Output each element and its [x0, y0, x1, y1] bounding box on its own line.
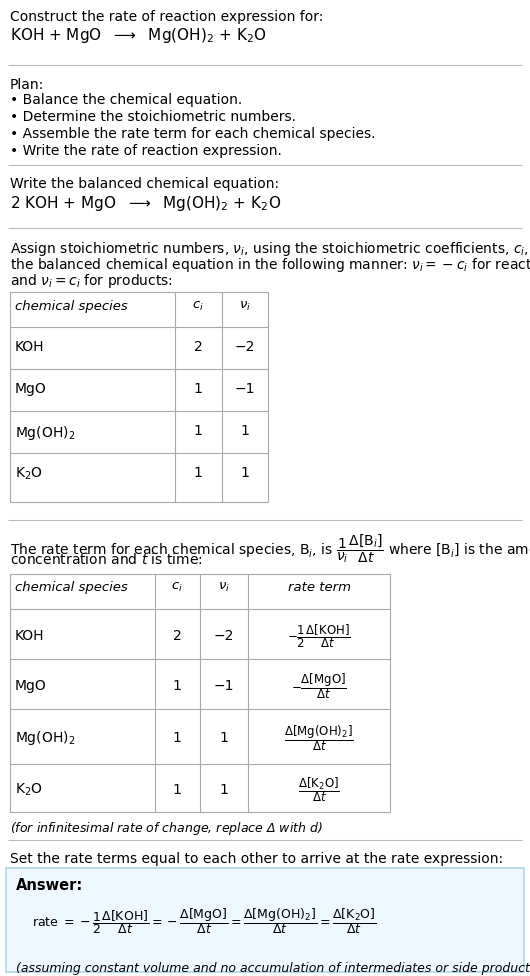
Text: $c_i$: $c_i$ — [171, 581, 183, 594]
Text: (for infinitesimal rate of change, replace Δ with $d$): (for infinitesimal rate of change, repla… — [10, 820, 323, 837]
Text: MgO: MgO — [15, 679, 47, 693]
Text: $-\dfrac{1}{2}\dfrac{\Delta[\mathrm{KOH}]}{\Delta t}$: $-\dfrac{1}{2}\dfrac{\Delta[\mathrm{KOH}… — [287, 622, 351, 650]
Text: 1: 1 — [193, 424, 202, 438]
Text: $\nu_i$: $\nu_i$ — [239, 300, 251, 313]
Text: 1: 1 — [241, 424, 250, 438]
Text: $-\dfrac{\Delta[\mathrm{MgO}]}{\Delta t}$: $-\dfrac{\Delta[\mathrm{MgO}]}{\Delta t}… — [291, 671, 347, 701]
Bar — [6, 868, 524, 972]
Text: K$_2$O: K$_2$O — [15, 782, 43, 798]
Text: KOH: KOH — [15, 629, 45, 643]
Text: 1: 1 — [219, 731, 228, 745]
Text: 1: 1 — [193, 466, 202, 480]
Text: K$_2$O: K$_2$O — [15, 466, 43, 482]
Text: The rate term for each chemical species, B$_i$, is $\dfrac{1}{\nu_i}\dfrac{\Delt: The rate term for each chemical species,… — [10, 532, 530, 565]
Text: −1: −1 — [214, 679, 234, 693]
Text: MgO: MgO — [15, 382, 47, 396]
Text: $c_i$: $c_i$ — [192, 300, 204, 313]
Text: the balanced chemical equation in the following manner: $\nu_i = -c_i$ for react: the balanced chemical equation in the fo… — [10, 256, 530, 274]
Text: (assuming constant volume and no accumulation of intermediates or side products): (assuming constant volume and no accumul… — [16, 962, 530, 975]
Text: −1: −1 — [235, 382, 255, 396]
Text: • Assemble the rate term for each chemical species.: • Assemble the rate term for each chemic… — [10, 127, 375, 141]
Text: 1: 1 — [173, 731, 181, 745]
Text: Assign stoichiometric numbers, $\nu_i$, using the stoichiometric coefficients, $: Assign stoichiometric numbers, $\nu_i$, … — [10, 240, 530, 258]
Text: concentration and $t$ is time:: concentration and $t$ is time: — [10, 552, 202, 567]
Text: Plan:: Plan: — [10, 78, 44, 92]
Bar — [10, 574, 390, 812]
Text: Answer:: Answer: — [16, 878, 83, 893]
Text: 2: 2 — [173, 629, 181, 643]
Text: rate term: rate term — [287, 581, 350, 594]
Text: Mg(OH)$_2$: Mg(OH)$_2$ — [15, 729, 75, 747]
Text: −2: −2 — [235, 340, 255, 354]
Text: 1: 1 — [173, 679, 181, 693]
Text: $\nu_i$: $\nu_i$ — [218, 581, 230, 594]
Text: 1: 1 — [219, 783, 228, 797]
Text: chemical species: chemical species — [15, 581, 128, 594]
Text: 2 KOH + MgO  $\longrightarrow$  Mg(OH)$_2$ + K$_2$O: 2 KOH + MgO $\longrightarrow$ Mg(OH)$_2$… — [10, 194, 281, 213]
Text: KOH: KOH — [15, 340, 45, 354]
Text: 1: 1 — [173, 783, 181, 797]
Text: and $\nu_i = c_i$ for products:: and $\nu_i = c_i$ for products: — [10, 272, 173, 290]
Text: $\dfrac{\Delta[\mathrm{Mg(OH)_2}]}{\Delta t}$: $\dfrac{\Delta[\mathrm{Mg(OH)_2}]}{\Delt… — [284, 723, 354, 752]
Text: $\dfrac{\Delta[\mathrm{K_2O}]}{\Delta t}$: $\dfrac{\Delta[\mathrm{K_2O}]}{\Delta t}… — [298, 776, 340, 804]
Text: Construct the rate of reaction expression for:: Construct the rate of reaction expressio… — [10, 10, 323, 24]
Text: • Write the rate of reaction expression.: • Write the rate of reaction expression. — [10, 144, 282, 158]
Text: • Balance the chemical equation.: • Balance the chemical equation. — [10, 93, 242, 107]
Bar — [10, 292, 268, 502]
Text: Set the rate terms equal to each other to arrive at the rate expression:: Set the rate terms equal to each other t… — [10, 852, 503, 866]
Text: Write the balanced chemical equation:: Write the balanced chemical equation: — [10, 177, 279, 191]
Text: Mg(OH)$_2$: Mg(OH)$_2$ — [15, 424, 75, 442]
Text: • Determine the stoichiometric numbers.: • Determine the stoichiometric numbers. — [10, 110, 296, 124]
Text: −2: −2 — [214, 629, 234, 643]
Text: rate $= -\dfrac{1}{2}\dfrac{\Delta[\mathrm{KOH}]}{\Delta t} = -\dfrac{\Delta[\ma: rate $= -\dfrac{1}{2}\dfrac{\Delta[\math… — [32, 906, 377, 936]
Text: chemical species: chemical species — [15, 300, 128, 313]
Text: 1: 1 — [193, 382, 202, 396]
Text: KOH + MgO  $\longrightarrow$  Mg(OH)$_2$ + K$_2$O: KOH + MgO $\longrightarrow$ Mg(OH)$_2$ +… — [10, 26, 267, 45]
Text: 2: 2 — [193, 340, 202, 354]
Text: 1: 1 — [241, 466, 250, 480]
